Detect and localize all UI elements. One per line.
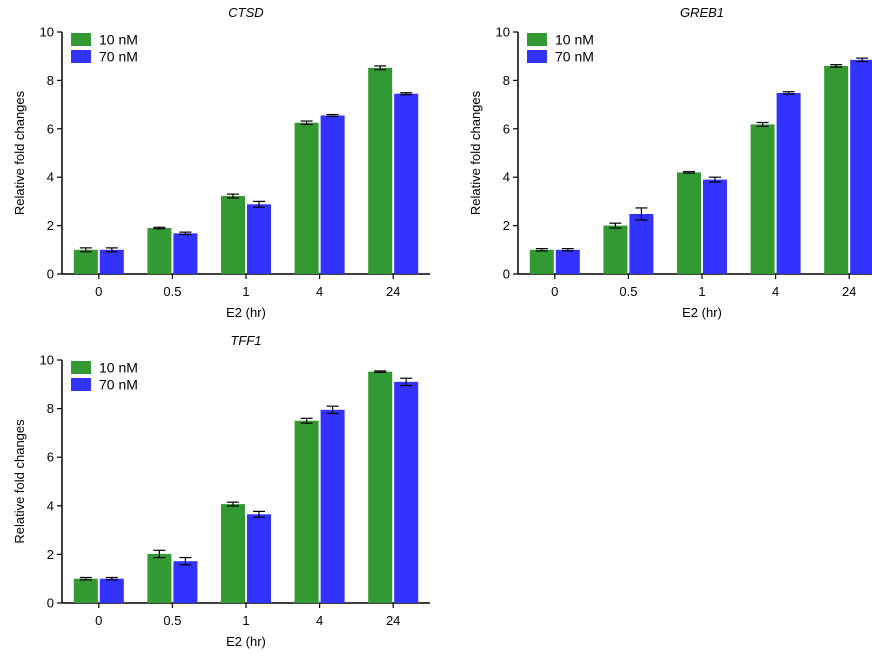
y-tick-label: 6 bbox=[503, 121, 510, 136]
y-tick-label: 2 bbox=[47, 547, 54, 562]
legend-swatch bbox=[71, 33, 91, 46]
y-tick-label: 8 bbox=[47, 73, 54, 88]
x-tick-label: 0 bbox=[95, 284, 102, 299]
x-axis-label: E2 (hr) bbox=[682, 305, 722, 320]
x-axis-label: E2 (hr) bbox=[226, 305, 266, 320]
bar-series2 bbox=[629, 213, 654, 274]
bar-series1 bbox=[221, 196, 245, 274]
chart-title: GREB1 bbox=[680, 5, 724, 20]
y-tick-label: 0 bbox=[47, 267, 54, 282]
x-tick-label: 4 bbox=[316, 613, 323, 628]
y-tick-label: 4 bbox=[47, 498, 54, 513]
y-tick-label: 2 bbox=[503, 218, 510, 233]
x-tick-label: 1 bbox=[242, 613, 249, 628]
x-tick-label: 24 bbox=[386, 613, 400, 628]
bar-series2 bbox=[850, 59, 872, 274]
bar-series2 bbox=[394, 93, 419, 275]
legend-label: 10 nM bbox=[99, 32, 138, 48]
bar-series1 bbox=[147, 553, 172, 603]
legend-swatch bbox=[71, 378, 91, 391]
bar-series2 bbox=[173, 561, 198, 603]
y-tick-label: 4 bbox=[503, 170, 510, 185]
bar-series1 bbox=[529, 249, 554, 274]
y-axis-label: Relative fold changes bbox=[12, 419, 27, 544]
x-tick-label: 0 bbox=[551, 284, 558, 299]
chart-title: CTSD bbox=[228, 5, 263, 20]
bar-series1 bbox=[750, 124, 775, 274]
bar-series2 bbox=[320, 409, 345, 603]
y-tick-label: 8 bbox=[503, 73, 510, 88]
bar-series2 bbox=[99, 578, 124, 603]
x-tick-label: 0.5 bbox=[163, 613, 181, 628]
x-tick-label: 4 bbox=[316, 284, 323, 299]
bar-series2 bbox=[394, 381, 419, 603]
legend-swatch bbox=[71, 361, 91, 374]
bar-series1 bbox=[603, 225, 628, 274]
legend-label: 10 nM bbox=[555, 32, 594, 48]
y-tick-label: 6 bbox=[47, 450, 54, 465]
legend-label: 70 nM bbox=[555, 49, 594, 65]
bar-series2 bbox=[320, 115, 345, 275]
legend-label: 10 nM bbox=[99, 360, 138, 376]
y-tick-label: 0 bbox=[503, 267, 510, 282]
bar-series1 bbox=[824, 65, 849, 274]
chart-title: TFF1 bbox=[230, 333, 261, 348]
bar-series2 bbox=[247, 514, 271, 603]
y-axis-label: Relative fold changes bbox=[12, 90, 27, 215]
legend-swatch bbox=[527, 50, 547, 63]
x-tick-label: 0.5 bbox=[163, 284, 181, 299]
y-tick-label: 10 bbox=[40, 353, 54, 368]
legend-swatch bbox=[71, 50, 91, 63]
y-tick-label: 6 bbox=[47, 121, 54, 136]
bar-series2 bbox=[173, 233, 198, 274]
bar-series2 bbox=[776, 92, 801, 274]
bar-series1 bbox=[73, 249, 98, 274]
x-tick-label: 24 bbox=[842, 284, 856, 299]
bar-series1 bbox=[294, 122, 319, 274]
x-tick-label: 0 bbox=[95, 613, 102, 628]
x-tick-label: 1 bbox=[242, 284, 249, 299]
x-tick-label: 24 bbox=[386, 284, 400, 299]
y-tick-label: 8 bbox=[47, 401, 54, 416]
bar-series1 bbox=[147, 228, 172, 274]
bar-series1 bbox=[368, 371, 393, 603]
x-tick-label: 4 bbox=[772, 284, 779, 299]
bar-series2 bbox=[99, 249, 124, 274]
bar-series1 bbox=[73, 578, 98, 603]
bar-series2 bbox=[703, 179, 727, 274]
y-tick-label: 2 bbox=[47, 218, 54, 233]
x-tick-label: 0.5 bbox=[619, 284, 637, 299]
bar-series1 bbox=[677, 172, 701, 274]
legend-label: 70 nM bbox=[99, 377, 138, 393]
y-tick-label: 10 bbox=[40, 25, 54, 40]
bar-series1 bbox=[221, 504, 245, 603]
legend-swatch bbox=[527, 33, 547, 46]
y-tick-label: 10 bbox=[496, 25, 510, 40]
bar-series1 bbox=[368, 67, 393, 274]
y-axis-label: Relative fold changes bbox=[468, 90, 483, 215]
y-tick-label: 4 bbox=[47, 170, 54, 185]
x-tick-label: 1 bbox=[698, 284, 705, 299]
y-tick-label: 0 bbox=[47, 596, 54, 611]
bar-series2 bbox=[555, 249, 580, 274]
bar-series2 bbox=[247, 204, 271, 274]
bar-series1 bbox=[294, 420, 319, 603]
legend-label: 70 nM bbox=[99, 49, 138, 65]
x-axis-label: E2 (hr) bbox=[226, 634, 266, 649]
